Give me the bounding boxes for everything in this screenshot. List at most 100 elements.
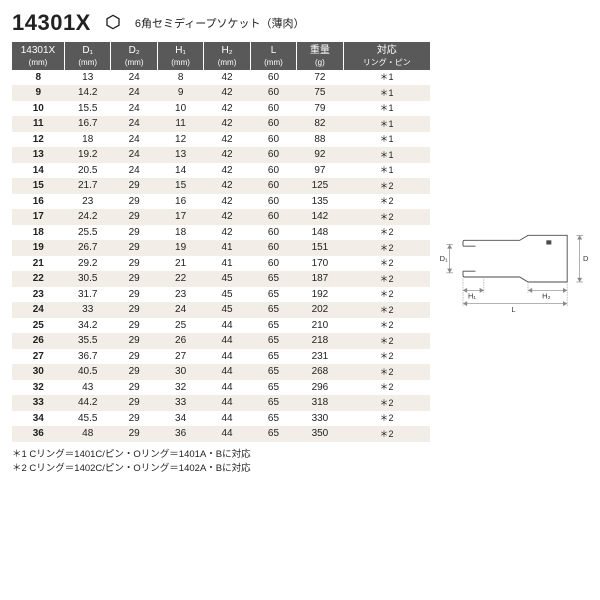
column-header: 14301X(mm)	[12, 42, 65, 70]
table-row: 1116.72411426082＊1	[12, 116, 430, 132]
table-cell: 60	[250, 116, 296, 132]
table-row: 1724.229174260142＊2	[12, 209, 430, 225]
table-cell: 44.2	[65, 395, 111, 411]
table-cell: 41	[204, 240, 250, 256]
table-cell: ＊2	[343, 364, 430, 380]
table-cell: ＊2	[343, 256, 430, 272]
table-row: 1521.729154260125＊2	[12, 178, 430, 194]
table-cell: 11	[157, 116, 203, 132]
table-cell: 330	[297, 411, 343, 427]
diagram-label-h1: H₁	[468, 292, 476, 301]
table-cell: 60	[250, 70, 296, 86]
table-cell: 42	[204, 101, 250, 117]
table-row: 2736.729274465231＊2	[12, 349, 430, 365]
table-cell: 29	[111, 302, 157, 318]
table-cell: ＊1	[343, 85, 430, 101]
table-cell: 42	[204, 147, 250, 163]
table-cell: ＊1	[343, 101, 430, 117]
table-cell: ＊2	[343, 194, 430, 210]
table-cell: ＊2	[343, 271, 430, 287]
table-cell: 33	[12, 395, 65, 411]
table-cell: 12	[12, 132, 65, 148]
table-cell: 350	[297, 426, 343, 442]
table-cell: 18	[12, 225, 65, 241]
table-cell: 10	[12, 101, 65, 117]
column-header: D₂(mm)	[111, 42, 157, 70]
table-cell: ＊1	[343, 116, 430, 132]
diagram-label-l: L	[511, 305, 515, 314]
diagram-label-d2: D₂	[583, 254, 588, 263]
table-cell: 24	[12, 302, 65, 318]
table-cell: 31.7	[65, 287, 111, 303]
table-cell: 29	[111, 256, 157, 272]
table-cell: ＊2	[343, 287, 430, 303]
table-cell: 65	[250, 271, 296, 287]
table-cell: 36	[12, 426, 65, 442]
table-cell: 29	[111, 349, 157, 365]
table-cell: ＊1	[343, 163, 430, 179]
table-cell: 30.5	[65, 271, 111, 287]
table-cell: ＊2	[343, 178, 430, 194]
table-cell: 23	[157, 287, 203, 303]
table-cell: 22	[12, 271, 65, 287]
table-cell: 24	[111, 116, 157, 132]
table-cell: 9	[157, 85, 203, 101]
table-cell: 18	[65, 132, 111, 148]
table-cell: 60	[250, 178, 296, 194]
column-header: 対応リング・ピン	[343, 42, 430, 70]
table-cell: 29	[111, 380, 157, 396]
table-cell: 25	[157, 318, 203, 334]
table-cell: 60	[250, 194, 296, 210]
table-cell: 24.2	[65, 209, 111, 225]
table-cell: 202	[297, 302, 343, 318]
table-cell: 21.7	[65, 178, 111, 194]
table-cell: 79	[297, 101, 343, 117]
table-row: 1015.52410426079＊1	[12, 101, 430, 117]
table-cell: 65	[250, 318, 296, 334]
table-cell: 30	[12, 364, 65, 380]
table-cell: 34.2	[65, 318, 111, 334]
table-cell: 22	[157, 271, 203, 287]
table-cell: 65	[250, 287, 296, 303]
table-cell: 13	[157, 147, 203, 163]
table-cell: 42	[204, 163, 250, 179]
table-cell: 29	[111, 271, 157, 287]
table-cell: 60	[250, 147, 296, 163]
table-row: 1926.729194160151＊2	[12, 240, 430, 256]
table-row: 243329244565202＊2	[12, 302, 430, 318]
dimension-diagram: D₁ D₂ H₁ H₂ L	[438, 217, 588, 320]
table-row: 2331.729234565192＊2	[12, 287, 430, 303]
table-cell: 60	[250, 225, 296, 241]
table-cell: 26.7	[65, 240, 111, 256]
table-cell: 34	[157, 411, 203, 427]
table-row: 3445.529344465330＊2	[12, 411, 430, 427]
table-row: 2635.529264465218＊2	[12, 333, 430, 349]
table-cell: 29	[111, 194, 157, 210]
table-cell: 24	[111, 147, 157, 163]
table-cell: 75	[297, 85, 343, 101]
table-cell: 17	[12, 209, 65, 225]
table-cell: 72	[297, 70, 343, 86]
table-cell: 210	[297, 318, 343, 334]
table-cell: 15.5	[65, 101, 111, 117]
column-header: 重量(g)	[297, 42, 343, 70]
table-cell: 42	[204, 85, 250, 101]
table-cell: 60	[250, 85, 296, 101]
table-cell: 24	[157, 302, 203, 318]
table-cell: ＊2	[343, 333, 430, 349]
header: 14301X 6角セミディープソケット（薄肉）	[12, 10, 588, 36]
table-cell: 14	[157, 163, 203, 179]
table-cell: 20.5	[65, 163, 111, 179]
table-cell: 18	[157, 225, 203, 241]
table-cell: 29	[111, 225, 157, 241]
table-cell: 42	[204, 132, 250, 148]
table-row: 2534.229254465210＊2	[12, 318, 430, 334]
table-cell: 97	[297, 163, 343, 179]
table-cell: 151	[297, 240, 343, 256]
table-cell: ＊2	[343, 318, 430, 334]
table-row: 3344.229334465318＊2	[12, 395, 430, 411]
table-cell: 15	[157, 178, 203, 194]
table-cell: 19	[12, 240, 65, 256]
table-cell: 42	[204, 70, 250, 86]
table-header-row: 14301X(mm)D₁(mm)D₂(mm)H₁(mm)H₂(mm)L(mm)重…	[12, 42, 430, 70]
